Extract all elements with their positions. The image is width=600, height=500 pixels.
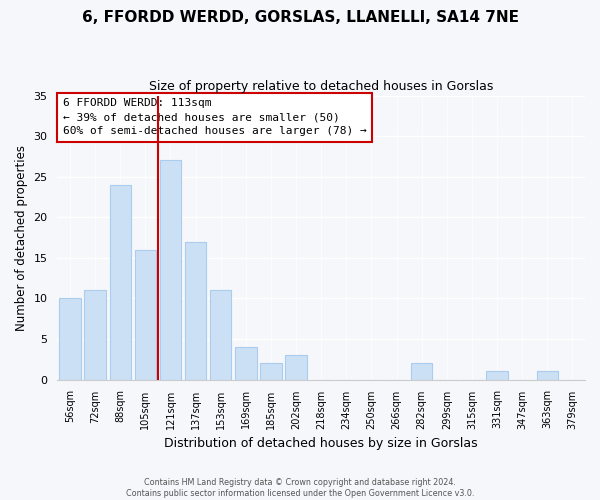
Bar [210,290,232,380]
Bar [286,355,307,380]
Bar [260,364,281,380]
Bar [110,185,131,380]
Bar [160,160,181,380]
Bar [536,372,558,380]
Bar [85,290,106,380]
Bar [411,364,433,380]
Text: Contains HM Land Registry data © Crown copyright and database right 2024.
Contai: Contains HM Land Registry data © Crown c… [126,478,474,498]
Bar [185,242,206,380]
Bar [59,298,80,380]
Bar [487,372,508,380]
Text: 6, FFORDD WERDD, GORSLAS, LLANELLI, SA14 7NE: 6, FFORDD WERDD, GORSLAS, LLANELLI, SA14… [82,10,518,25]
Bar [235,347,257,380]
Y-axis label: Number of detached properties: Number of detached properties [15,144,28,330]
Bar [134,250,156,380]
Title: Size of property relative to detached houses in Gorslas: Size of property relative to detached ho… [149,80,493,93]
X-axis label: Distribution of detached houses by size in Gorslas: Distribution of detached houses by size … [164,437,478,450]
Text: 6 FFORDD WERDD: 113sqm
← 39% of detached houses are smaller (50)
60% of semi-det: 6 FFORDD WERDD: 113sqm ← 39% of detached… [62,98,367,136]
